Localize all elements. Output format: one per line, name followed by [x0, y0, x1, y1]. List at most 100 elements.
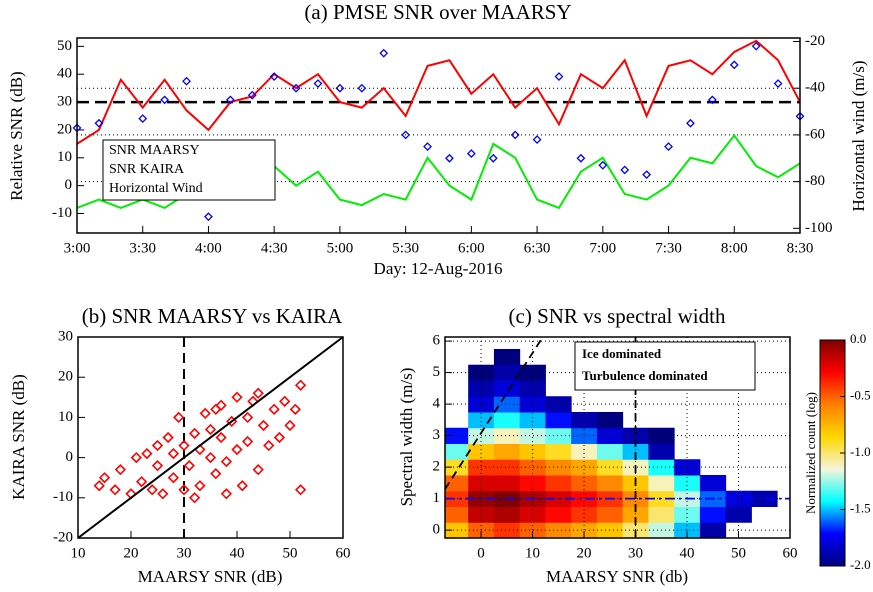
scatter-point — [146, 484, 158, 496]
chart-title: (a) PMSE SNR over MAARSY — [304, 0, 571, 24]
heatmap-cell — [545, 459, 572, 476]
reference-line — [444, 336, 637, 538]
x-tick-label: 50 — [731, 545, 746, 561]
y-tick-label: 40 — [57, 66, 72, 82]
y-tick-label: 30 — [57, 94, 72, 110]
scatter-point — [231, 391, 243, 403]
wind-point — [642, 170, 652, 180]
legend-entry: Turbulence dominated — [582, 368, 708, 383]
y-tick-label: 3 — [433, 427, 441, 443]
wind-point — [598, 160, 608, 170]
wind-point — [620, 165, 630, 175]
scatter-point — [236, 480, 248, 492]
x-tick-label: 50 — [283, 545, 298, 561]
heatmap-cell — [751, 490, 778, 507]
scatter-point — [241, 411, 254, 424]
wind-point — [773, 79, 783, 88]
colorbar-tick-label: -2.0 — [850, 557, 871, 572]
scatter-point — [167, 447, 180, 460]
scatter-point — [215, 399, 227, 411]
heatmap-cell — [468, 506, 495, 523]
heatmap-cell — [519, 459, 546, 476]
heatmap-cell — [571, 490, 598, 507]
chart-title: (b) SNR MAARSY vs KAIRA — [82, 304, 343, 328]
scatter-point — [204, 423, 217, 436]
x-tick-label: 10 — [525, 545, 540, 561]
x-tick-label: 5:00 — [327, 240, 354, 256]
wind-point — [160, 95, 170, 105]
y-tick-label: -10 — [53, 489, 73, 505]
wind-point — [686, 118, 695, 128]
y-tick-label: 0 — [433, 522, 441, 538]
scatter-point — [93, 480, 105, 492]
legend-entry: SNR KAIRA — [109, 162, 185, 177]
wind-point — [225, 95, 235, 105]
legend-entry: Horizontal Wind — [109, 181, 203, 196]
series-line — [76, 39, 801, 145]
x-tick-label: 6:00 — [458, 240, 485, 256]
wind-point — [204, 212, 213, 222]
y-tick-label: 6 — [433, 333, 441, 349]
x-tick-label: 8:00 — [721, 240, 748, 256]
x-tick-label: 5:30 — [392, 240, 419, 256]
heatmap-cell — [545, 427, 572, 444]
y-tick-label: 20 — [57, 121, 72, 137]
heatmap-cell — [596, 522, 624, 539]
heatmap-cell — [699, 474, 727, 492]
x-axis-label: MAARSY SNR (dB) — [138, 567, 283, 586]
heatmap-cell — [596, 506, 624, 523]
y-tick-label: 30 — [58, 328, 73, 344]
scatter-point — [188, 492, 201, 504]
heatmap-cell — [545, 522, 572, 539]
heatmap-cell — [622, 443, 649, 460]
wind-point — [729, 60, 739, 70]
y2-tick-label: -60 — [805, 126, 825, 142]
scatter-point — [157, 488, 169, 500]
heatmap-cell — [622, 427, 649, 444]
x-tick-label: 60 — [783, 545, 798, 561]
x-tick-label: 7:00 — [589, 240, 616, 256]
heatmap-cell — [571, 443, 598, 460]
heatmap-cell — [674, 459, 701, 476]
scatter-point — [220, 488, 233, 500]
scatter-point — [215, 431, 227, 444]
wind-point — [664, 142, 673, 152]
x-tick-label: 60 — [336, 545, 351, 561]
wind-point — [357, 83, 367, 93]
scatter-point — [162, 431, 174, 444]
scatter-point — [220, 455, 233, 468]
wind-point — [138, 114, 148, 123]
y-tick-label: 10 — [57, 149, 72, 165]
x-tick-label: 30 — [628, 545, 643, 561]
wind-point — [269, 72, 279, 81]
scatter-point — [289, 403, 301, 415]
heatmap-cell — [445, 474, 469, 492]
scatter-point — [178, 439, 190, 452]
heatmap-cell — [622, 506, 649, 523]
y2-tick-label: -40 — [805, 80, 825, 96]
scatter-point — [252, 464, 264, 476]
scatter-point — [151, 439, 164, 452]
wind-point — [751, 41, 761, 51]
y-tick-label: 0 — [66, 449, 74, 465]
heatmap-cell — [519, 411, 546, 429]
x-tick-label: 40 — [230, 545, 245, 561]
heatmap-cell — [468, 443, 495, 460]
scatter-point — [194, 480, 206, 492]
wind-point — [488, 153, 498, 163]
heatmap-cell — [596, 474, 624, 492]
scatter-point — [241, 435, 254, 448]
heatmap-cell — [571, 474, 598, 492]
scatter-point — [114, 464, 127, 476]
heatmap-cell — [725, 506, 752, 523]
wind-point — [445, 153, 454, 163]
y-tick-label: 4 — [433, 396, 441, 412]
heatmap-cell — [445, 427, 469, 444]
heatmap-cell — [493, 396, 521, 413]
heatmap-cell — [571, 506, 598, 523]
heatmap-cell — [493, 459, 521, 476]
scatter-point — [167, 472, 180, 484]
heatmap-cell — [545, 474, 572, 492]
chart-title: (c) SNR vs spectral width — [509, 304, 726, 328]
